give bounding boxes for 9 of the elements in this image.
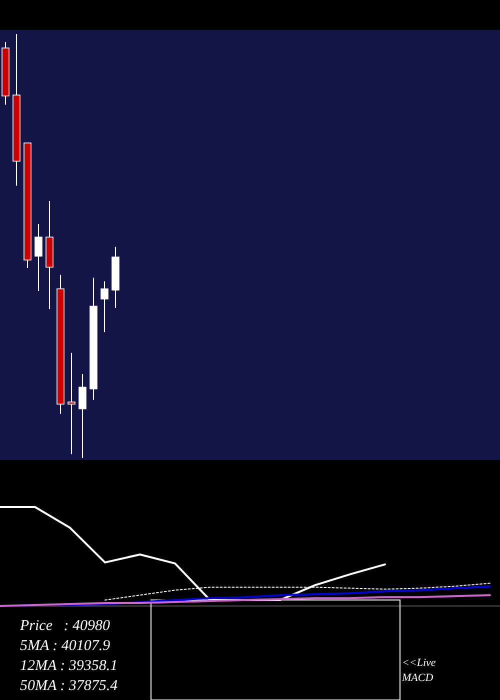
text: 50MA : 37875.4 [20, 678, 118, 694]
candlestick [68, 352, 76, 455]
text: 12MA : 39358.1 [20, 658, 118, 674]
candlestick [34, 223, 42, 292]
text: <<Live MACD [401, 657, 436, 684]
text: 5MA : 40107.9 [20, 638, 111, 654]
text: Price : 40980 [19, 618, 110, 634]
candlestick [78, 374, 86, 458]
candlestick [100, 280, 108, 333]
